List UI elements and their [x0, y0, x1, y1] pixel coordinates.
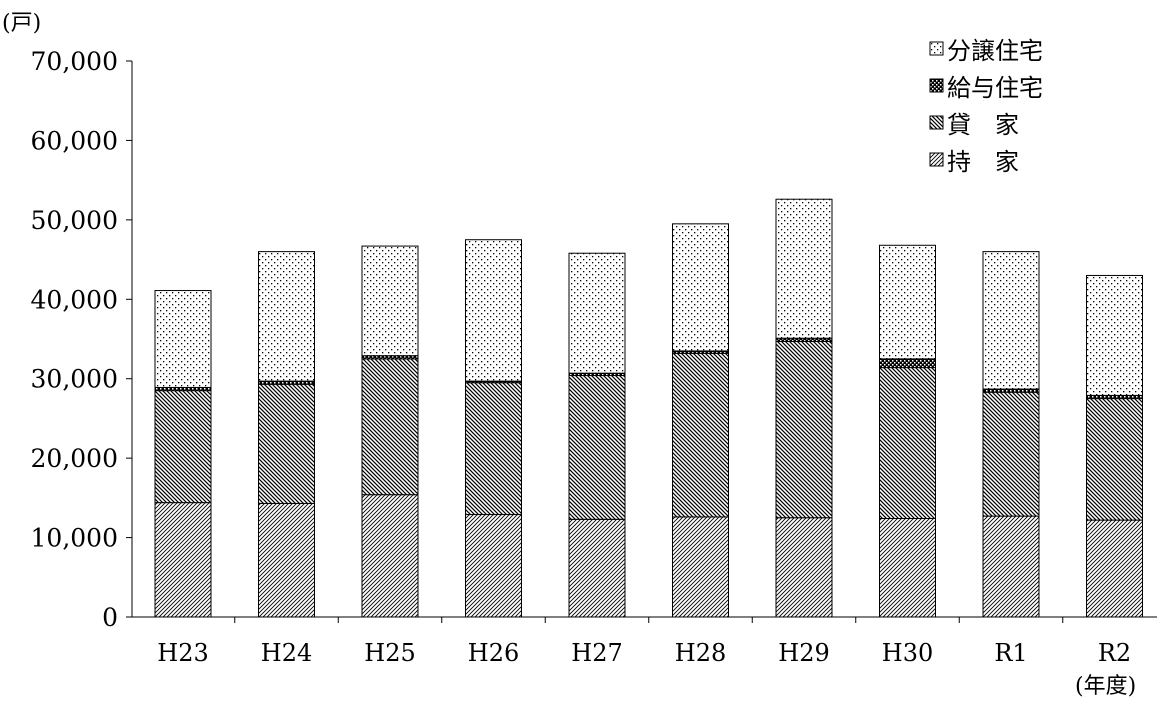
bar-H27-series-0: [568, 518, 626, 618]
bar-H29-series-3: [775, 198, 833, 339]
bar-H24-series-3: [258, 251, 315, 382]
x-tick-label: H25: [364, 639, 415, 667]
bar-H23-series-1: [154, 390, 212, 504]
y-unit-label: (戸): [2, 11, 41, 36]
bar-R1-series-0: [982, 515, 1040, 618]
bar-H26-series-0: [465, 514, 522, 618]
bar-R2-series-1: [1086, 398, 1143, 521]
legend-swatch: [929, 115, 944, 130]
y-tick-label: 30,000: [31, 365, 118, 394]
bar-H30-series-0: [879, 518, 936, 618]
bar-H29-series-0: [775, 517, 833, 618]
bar-R1-series-3: [982, 251, 1040, 390]
bar-H27-series-1: [568, 375, 626, 520]
bar-H23-series-0: [154, 502, 212, 618]
bars-layer: [154, 198, 1143, 618]
bar-H26-series-3: [465, 239, 522, 382]
x-tick-label: R2: [1098, 639, 1131, 667]
x-tick-label: H30: [882, 639, 933, 667]
bar-H30-series-3: [879, 244, 936, 360]
y-tick-label: 10,000: [31, 524, 118, 553]
bar-R1-series-1: [982, 391, 1040, 517]
x-tick-label: H26: [468, 639, 519, 667]
y-tick-label: 20,000: [31, 444, 118, 473]
bar-R2-series-0: [1086, 519, 1143, 618]
x-tick-label: H29: [778, 639, 829, 667]
bar-H25-series-0: [361, 494, 419, 618]
bar-H29-series-1: [775, 340, 833, 519]
legend-label: 持 家: [947, 148, 1019, 176]
bar-H28-series-0: [672, 516, 729, 618]
y-tick-label: 0: [102, 603, 118, 632]
x-tick-label: H27: [571, 639, 622, 667]
axis-layer: H23 H24 H25 H26 H27 H28 H29 H30 R1 R2 0 10,000 20,00…: [31, 47, 1157, 667]
bar-H30-series-1: [879, 367, 936, 520]
bar-H23-series-3: [154, 290, 212, 388]
x-tick-label: R1: [994, 639, 1027, 667]
x-tick-label: H28: [675, 639, 726, 667]
bar-H25-series-3: [361, 245, 419, 357]
bar-H27-series-3: [568, 252, 626, 374]
bar-H25-series-1: [361, 358, 419, 496]
bar-H28-series-3: [672, 223, 729, 352]
x-unit-label: (年度): [1075, 674, 1136, 699]
legend-swatch: [929, 152, 944, 167]
y-tick-label: 70,000: [31, 47, 118, 76]
y-tick-label: 40,000: [31, 285, 118, 314]
legend-swatch: [929, 41, 944, 56]
bar-R2-series-3: [1086, 274, 1143, 396]
bar-H24-series-0: [258, 502, 315, 618]
bar-H26-series-1: [465, 382, 522, 516]
legend-label: 分譲住宅: [947, 37, 1043, 65]
bar-H30-series-2: [879, 358, 936, 369]
x-tick-label: H23: [157, 639, 208, 667]
y-tick-label: 60,000: [31, 126, 118, 155]
legend-swatch: [929, 78, 944, 93]
bar-H28-series-1: [672, 352, 729, 518]
legend-label: 給与住宅: [947, 74, 1043, 102]
legend-label: 貸 家: [947, 111, 1019, 139]
y-tick-label: 50,000: [31, 206, 118, 235]
x-tick-label: H24: [261, 639, 312, 667]
bar-H24-series-1: [258, 383, 315, 504]
